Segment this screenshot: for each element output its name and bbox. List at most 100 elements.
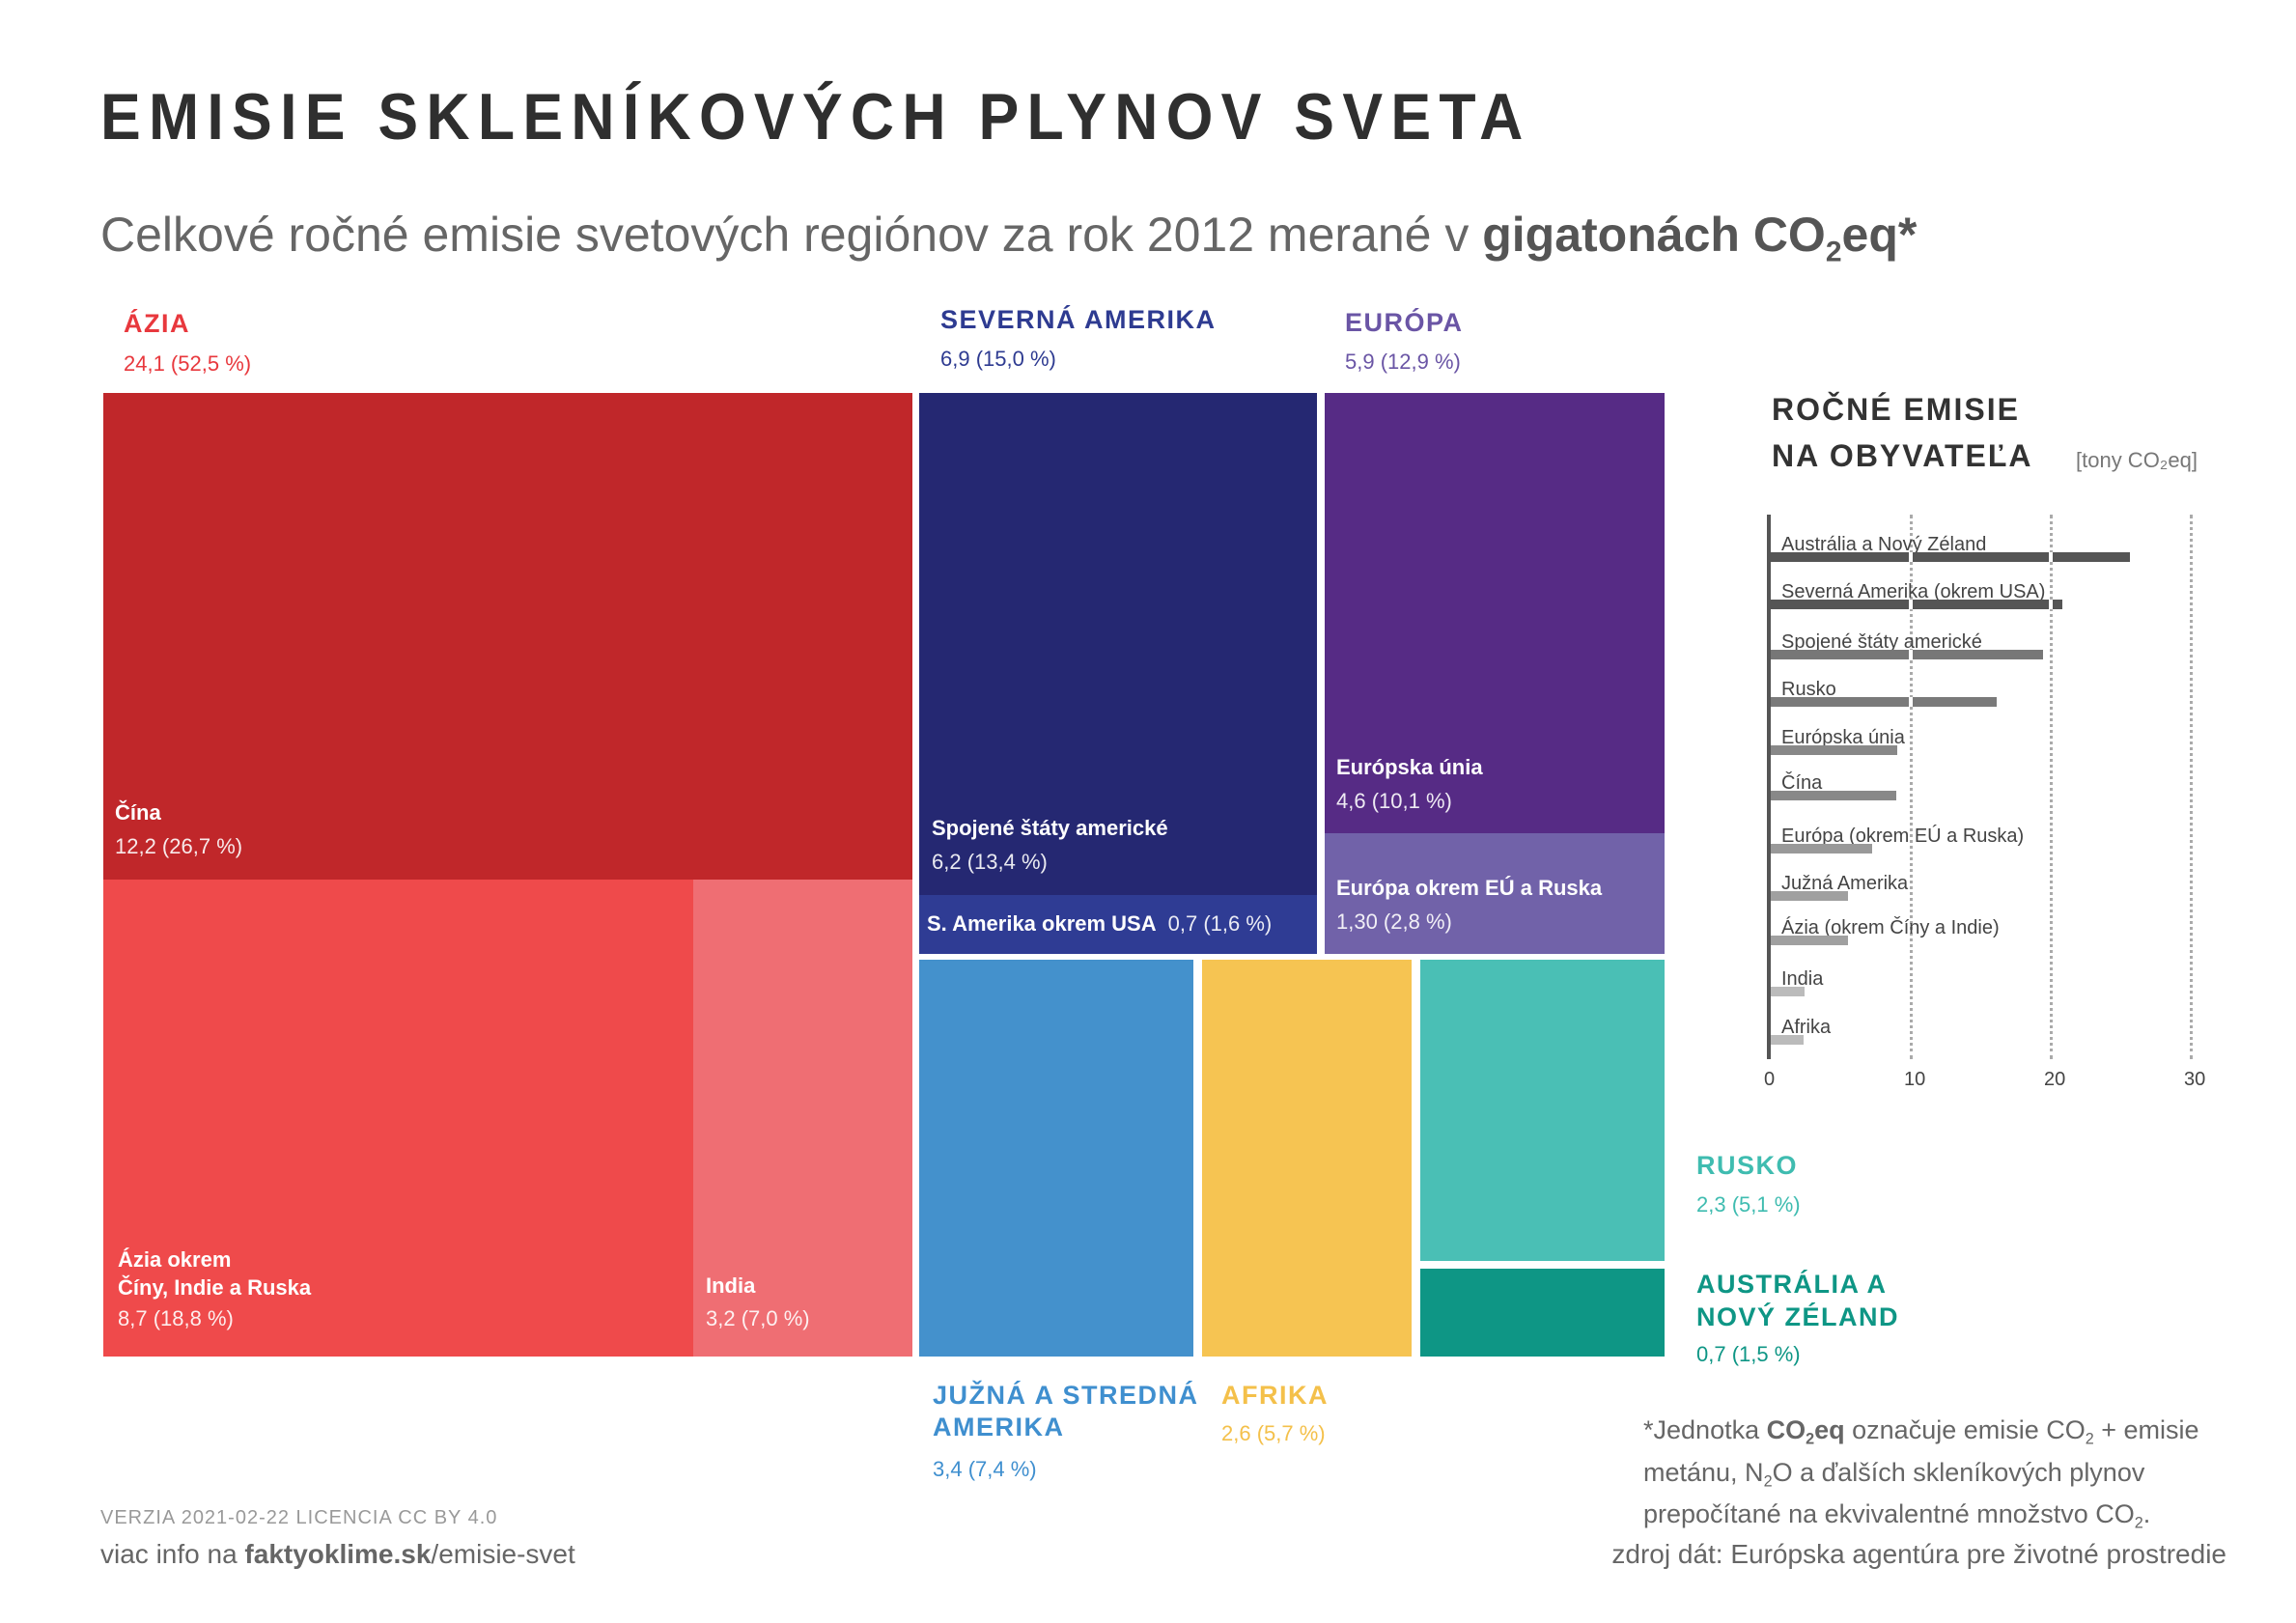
- bar-label: India: [1781, 968, 1824, 990]
- bar-label: Európska únia: [1781, 727, 1905, 748]
- cell-value: 1,30 (2,8 %): [1336, 909, 1452, 934]
- cell-label: India: [706, 1273, 756, 1298]
- bar: [1770, 791, 1896, 800]
- info-link[interactable]: viac info na faktyoklime.sk/emisie-svet: [100, 1539, 575, 1570]
- bar: [1770, 552, 2130, 562]
- info-path: /emisie-svet: [431, 1539, 575, 1569]
- cell-label: Európa okrem EÚ a Ruska: [1336, 876, 1603, 900]
- chart-title-line1: ROČNÉ EMISIE: [1772, 392, 2020, 427]
- footnote: *Jednotka CO2eq označuje emisie CO2 + em…: [1643, 1413, 2199, 1540]
- cell-label: Číny, Indie a Ruska: [118, 1275, 312, 1300]
- region-label-australia: AUSTRÁLIA A: [1696, 1270, 1888, 1299]
- gridline: [2190, 515, 2193, 1059]
- cell-india: India 3,2 (7,0 %): [693, 880, 912, 1357]
- bar-label: Európa (okrem EÚ a Ruska): [1781, 825, 2025, 847]
- x-tick-label: 10: [1904, 1069, 1926, 1090]
- footnote-text: prepočítané na ekvivalentné množstvo CO: [1643, 1499, 2135, 1529]
- cell-value: 0,7 (1,6 %): [1167, 911, 1273, 936]
- footnote-text: O a ďalších skleníkových plynov: [1772, 1457, 2145, 1487]
- bar-label: Spojené štáty americké: [1781, 631, 1982, 653]
- bar: [1770, 936, 1849, 945]
- cell-label: S. Amerika okrem USA: [927, 911, 1157, 936]
- cell-value: 12,2 (26,7 %): [115, 834, 243, 858]
- bar: [1770, 745, 1897, 755]
- region-value-australia: 0,7 (1,5 %): [1696, 1342, 1801, 1366]
- footnote-text: metánu, N: [1643, 1457, 1764, 1487]
- cell-label: Spojené štáty americké: [932, 816, 1168, 840]
- x-tick-label: 0: [1764, 1069, 1776, 1090]
- bar: [1770, 1035, 1804, 1045]
- cell-usa: Spojené štáty americké 6,2 (13,4 %): [919, 393, 1317, 895]
- cell-europe-other: Európa okrem EÚ a Ruska 1,30 (2,8 %): [1325, 833, 1665, 954]
- region-value-asia: 24,1 (52,5 %): [124, 351, 252, 376]
- cell-asia-other: Ázia okrem Číny, Indie a Ruska 8,7 (18,8…: [103, 880, 693, 1357]
- version-license: VERZIA 2021-02-22 LICENCIA CC BY 4.0: [100, 1507, 498, 1528]
- region-label-australia-2: NOVÝ ZÉLAND: [1696, 1302, 1900, 1331]
- bar-label: Severná Amerika (okrem USA): [1781, 581, 2046, 602]
- info-domain[interactable]: faktyoklime.sk: [244, 1539, 432, 1569]
- bar-label: Ázia (okrem Číny a Indie): [1781, 917, 2000, 938]
- chart-unit: [tony CO₂eq]: [2076, 448, 2198, 472]
- bar-gap: [1909, 650, 1913, 659]
- cell-china: Čína 12,2 (26,7 %): [103, 393, 912, 880]
- bar-gap: [2049, 600, 2053, 609]
- bar-label: Čína: [1781, 772, 1823, 794]
- cell-russia: [1420, 960, 1665, 1261]
- x-tick-label: 20: [2044, 1069, 2066, 1090]
- cell-north-america-other: S. Amerika okrem USA 0,7 (1,6 %): [919, 895, 1317, 954]
- footnote-text: Jednotka: [1653, 1415, 1767, 1444]
- footnote-sub: 2: [2085, 1430, 2094, 1448]
- region-label-europe: EURÓPA: [1345, 308, 1464, 337]
- region-label-south-america: JUŽNÁ A STREDNÁ: [933, 1381, 1199, 1410]
- chart-title-line2: NA OBYVATEĽA: [1772, 438, 2033, 473]
- bar-label: Južná Amerika: [1781, 873, 1909, 894]
- footnote-bold: CO: [1766, 1415, 1806, 1444]
- bar-label: Austrália a Nový Zéland: [1781, 534, 1987, 555]
- cell-eu: Európska únia 4,6 (10,1 %): [1325, 393, 1665, 833]
- page-title: EMISIE SKLENÍKOVÝCH PLYNOV SVETA: [100, 80, 1531, 154]
- subtitle-sub: 2: [1825, 236, 1842, 268]
- gridline: [2050, 515, 2053, 1059]
- x-tick-label: 30: [2184, 1069, 2206, 1090]
- gridline: [1910, 515, 1913, 1059]
- region-label-north-america: SEVERNÁ AMERIKA: [940, 305, 1217, 334]
- bar-gap: [2049, 552, 2053, 562]
- footnote-text: .: [2142, 1499, 2151, 1529]
- region-label-south-america-2: AMERIKA: [933, 1413, 1065, 1441]
- footnote-star: *: [1643, 1415, 1654, 1444]
- subtitle-unit-end: eq*: [1841, 208, 1918, 262]
- info-prefix: viac info na: [100, 1539, 245, 1569]
- cell-value: 8,7 (18,8 %): [118, 1306, 234, 1330]
- cell-label: Európska únia: [1336, 755, 1483, 779]
- bar: [1770, 844, 1872, 853]
- cell-africa: [1202, 960, 1412, 1357]
- region-value-south-america: 3,4 (7,4 %): [933, 1457, 1037, 1481]
- bar: [1770, 600, 2063, 609]
- bar-label: Afrika: [1781, 1017, 1832, 1038]
- footnote-sub: 2: [1763, 1472, 1773, 1491]
- region-label-russia: RUSKO: [1696, 1151, 1799, 1180]
- bar-gap: [1909, 697, 1913, 707]
- region-value-europe: 5,9 (12,9 %): [1345, 350, 1461, 374]
- subtitle: Celkové ročné emisie svetových regiónov …: [100, 207, 1917, 269]
- footnote-text: + emisie: [2093, 1415, 2199, 1444]
- bar: [1770, 650, 2043, 659]
- footnote-sub: 2: [2134, 1514, 2143, 1532]
- bar: [1770, 987, 1806, 996]
- bar: [1770, 697, 1997, 707]
- cell-value: 6,2 (13,4 %): [932, 850, 1048, 874]
- bar: [1770, 891, 1849, 901]
- bar-gap: [1909, 600, 1913, 609]
- footnote-text: označuje emisie CO: [1844, 1415, 2086, 1444]
- subtitle-text: Celkové ročné emisie svetových regiónov …: [100, 208, 1483, 262]
- cell-value: 3,2 (7,0 %): [706, 1306, 810, 1330]
- cell-label-row: S. Amerika okrem USA 0,7 (1,6 %): [927, 913, 1272, 935]
- cell-label: Čína: [115, 800, 161, 825]
- footnote-sub: 2: [1806, 1430, 1815, 1448]
- cell-label: Ázia okrem: [118, 1247, 232, 1272]
- region-value-north-america: 6,9 (15,0 %): [940, 347, 1056, 371]
- data-source: zdroj dát: Európska agentúra pre životné…: [1611, 1539, 2226, 1569]
- subtitle-unit: gigatonách CO: [1482, 208, 1826, 262]
- region-label-africa: AFRIKA: [1221, 1381, 1329, 1410]
- region-label-asia: ÁZIA: [124, 309, 190, 338]
